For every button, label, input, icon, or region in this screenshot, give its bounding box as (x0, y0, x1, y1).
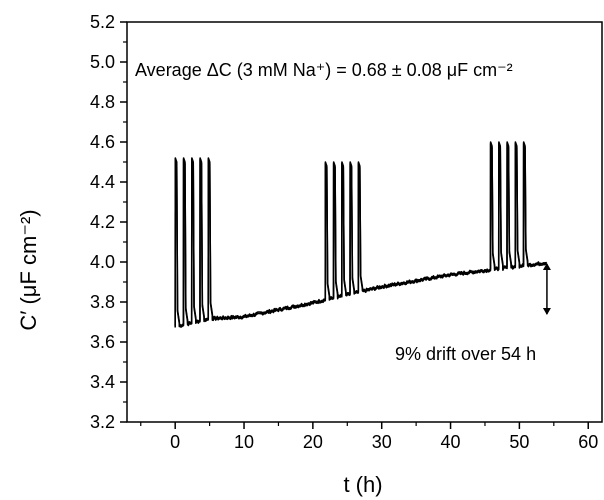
drift-arrow-head-bottom (542, 308, 551, 315)
x-tick-label: 40 (441, 432, 461, 452)
y-tick-label: 4.4 (90, 172, 115, 192)
drift-arrow-head-top (542, 263, 551, 270)
y-tick-label: 3.8 (90, 292, 115, 312)
y-tick-label: 3.2 (90, 412, 115, 432)
y-tick-label: 5.0 (90, 52, 115, 72)
x-tick-label: 10 (234, 432, 254, 452)
x-axis-title: t (h) (343, 472, 382, 497)
x-tick-label: 50 (509, 432, 529, 452)
y-tick-label: 5.2 (90, 12, 115, 32)
y-tick-label: 4.2 (90, 212, 115, 232)
y-tick-label: 3.4 (90, 372, 115, 392)
x-tick-label: 0 (170, 432, 180, 452)
average-annotation: Average ΔC (3 mM Na⁺) = 0.68 ± 0.08 μF c… (135, 60, 513, 80)
x-tick-label: 20 (303, 432, 323, 452)
y-tick-label: 4.0 (90, 252, 115, 272)
drift-annotation: 9% drift over 54 h (395, 344, 536, 364)
y-tick-label: 4.8 (90, 92, 115, 112)
x-tick-label: 60 (578, 432, 598, 452)
y-tick-label: 4.6 (90, 132, 115, 152)
x-tick-label: 30 (372, 432, 392, 452)
y-tick-label: 3.6 (90, 332, 115, 352)
capacitance-trace-shadow (174, 142, 548, 328)
y-axis-title: C′ (μF cm⁻²) (16, 209, 41, 330)
